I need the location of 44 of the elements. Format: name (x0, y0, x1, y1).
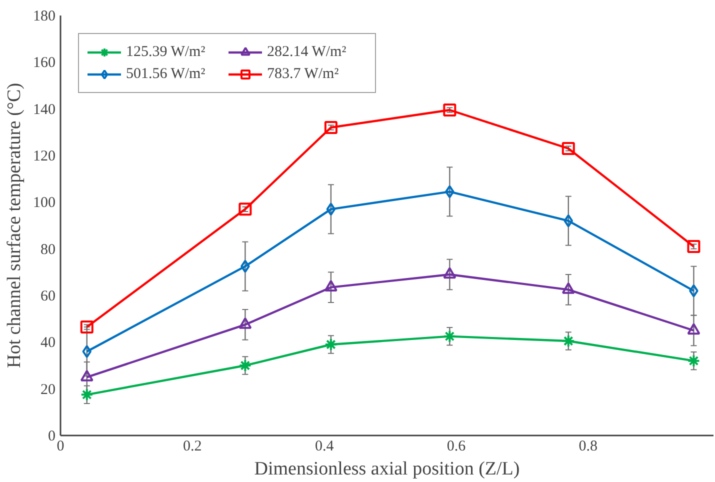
point (238, 359, 252, 372)
point (80, 370, 94, 382)
point (80, 320, 94, 334)
y-axis-title: Hot channel surface temperature (°C) (4, 82, 25, 368)
x-tick-label: 0.4 (314, 438, 334, 454)
point (687, 354, 700, 368)
y-tick-label: 140 (33, 102, 56, 118)
x-axis-title: Dimensionless axial position (Z/L) (254, 458, 520, 480)
point (240, 260, 250, 273)
point (324, 121, 338, 134)
point (324, 280, 338, 292)
point (82, 345, 92, 358)
point (238, 317, 252, 329)
point (562, 142, 575, 155)
legend-label: 783.7 W/m² (267, 66, 340, 82)
x-tick-label: 0.2 (183, 438, 202, 454)
y-tick-label: 0 (48, 428, 56, 444)
x-tick-label: 0.6 (446, 438, 466, 454)
point (689, 284, 698, 298)
point (80, 388, 94, 402)
x-tick-label: 0.8 (578, 438, 598, 454)
point (687, 323, 700, 335)
point (444, 185, 454, 198)
point (238, 202, 252, 216)
point (562, 282, 575, 294)
y-tick-label: 100 (33, 195, 56, 212)
y-tick-label: 160 (33, 55, 56, 72)
y-tick-label: 80 (40, 242, 56, 258)
y-tick-label: 40 (40, 335, 56, 352)
point (326, 202, 336, 216)
y-tick-label: 180 (33, 8, 56, 24)
point (443, 267, 456, 279)
y-tick-label: 60 (40, 288, 56, 304)
point (324, 338, 338, 351)
legend-label: 501.56 W/m² (126, 66, 206, 82)
point (562, 334, 575, 348)
point (564, 214, 574, 228)
legend-label: 125.39 W/m² (126, 44, 206, 60)
point (443, 104, 456, 116)
y-tick-label: 20 (40, 382, 56, 398)
point (443, 330, 456, 343)
point (687, 240, 700, 253)
legend-label: 282.14 W/m² (267, 44, 348, 60)
y-tick-label: 120 (33, 148, 56, 164)
